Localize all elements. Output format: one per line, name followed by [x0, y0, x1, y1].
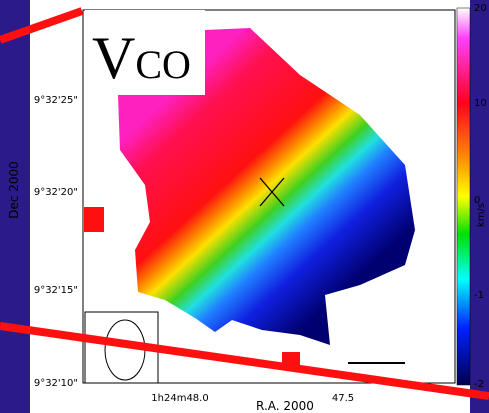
y-tick-label: 9°32'10" [34, 378, 78, 389]
label-sub: CO [135, 42, 191, 87]
x-tick-label: 47.5 [332, 393, 354, 404]
label-box [85, 10, 205, 95]
map-label: VCO [92, 25, 191, 91]
colorbar [456, 7, 471, 386]
colorbar-tick-label: 20 [474, 3, 487, 14]
center-cross [259, 177, 285, 207]
red-stripe [0, 7, 84, 44]
y-tick-label: 9°32'25" [34, 95, 78, 106]
plot-frame [82, 9, 456, 384]
red-stripe [0, 322, 489, 400]
x-axis-label: R.A. 2000 [256, 399, 314, 413]
colorbar-tick-label: -1 [474, 290, 484, 301]
colorbar-tick-label: 10 [474, 98, 487, 109]
colorbar-tick-label: 0 [474, 195, 480, 206]
label-main: V [92, 25, 135, 91]
y-tick-label: 9°32'15" [34, 285, 78, 296]
y-axis-label: Dec 2000 [7, 161, 21, 219]
y-tick-label: 9°32'20" [34, 187, 78, 198]
x-tick-label: 1h24m48.0 [151, 393, 208, 404]
colorbar-label: km/s [476, 203, 487, 227]
red-pixel [84, 207, 104, 232]
colorbar-tick-label: -2 [474, 379, 484, 390]
